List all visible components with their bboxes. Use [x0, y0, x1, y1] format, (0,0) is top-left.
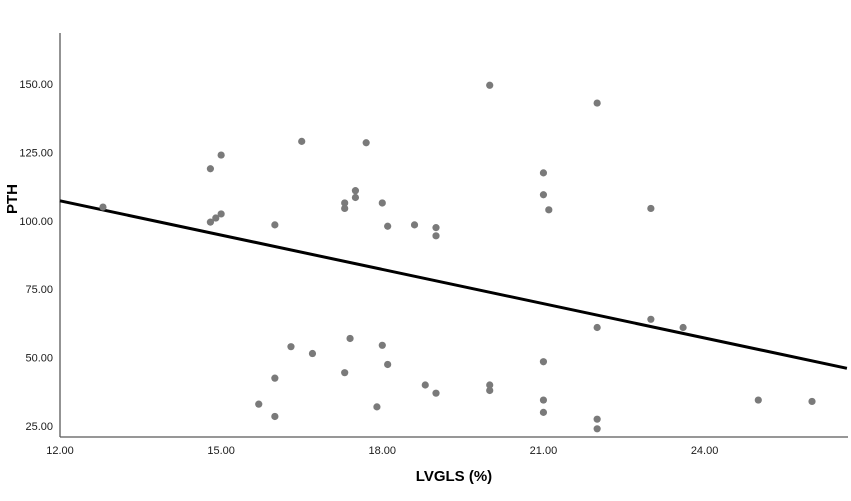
scatter-point [206, 165, 215, 173]
scatter-point [410, 221, 419, 229]
scatter-point [212, 214, 220, 222]
scatter-point [217, 151, 225, 159]
y-axis-title: PTH [4, 184, 21, 214]
scatter-point [808, 397, 816, 406]
scatter-point [432, 224, 440, 232]
y-tick-label: 150.00 [19, 79, 53, 91]
scatter-point [593, 99, 601, 107]
scatter-point [351, 193, 360, 202]
scatter-point [486, 381, 494, 389]
scatter-point [539, 408, 548, 416]
scatter-point [255, 400, 263, 408]
scatter-point [679, 323, 687, 332]
scatter-point [593, 415, 601, 423]
scatter-point [271, 412, 279, 421]
scatter-point [217, 210, 225, 218]
scatter-point [99, 203, 107, 211]
y-tick-label: 25.00 [25, 421, 53, 433]
scatter-point [384, 360, 392, 369]
scatter-point [308, 349, 317, 358]
x-tick-label: 24.00 [691, 445, 719, 457]
y-tick-label: 125.00 [19, 147, 53, 159]
scatter-point [545, 206, 553, 214]
x-axis-title: LVGLS (%) [416, 468, 492, 485]
x-tick-label: 12.00 [46, 445, 74, 457]
scatter-point [486, 386, 494, 395]
scatter-point [287, 343, 295, 351]
axes [59, 33, 848, 438]
scatter-point [298, 137, 306, 145]
tick-labels: 25.00 50.00 75.00 100.00 125.00 150.00 12.00 15… [19, 79, 718, 457]
scatter-point [421, 381, 429, 389]
scatter-point [271, 221, 279, 229]
scatter-point [647, 315, 655, 323]
y-tick-label: 50.00 [25, 353, 53, 365]
scatter-point [432, 232, 440, 240]
scatter-point [384, 222, 392, 230]
scatter-point [346, 334, 354, 343]
y-tick-label: 100.00 [19, 216, 53, 228]
x-tick-label: 21.00 [530, 445, 558, 457]
x-tick-label: 18.00 [369, 445, 397, 457]
y-tick-label: 75.00 [25, 284, 53, 296]
scatter-point [647, 204, 655, 213]
scatter-point [351, 187, 360, 195]
x-tick-label: 15.00 [207, 445, 235, 457]
scatter-point [539, 191, 548, 199]
scatter-point [373, 403, 381, 411]
scatter-point [593, 323, 601, 332]
scatter-point [539, 169, 548, 177]
scatter-point [341, 369, 349, 377]
scatter-point [378, 341, 386, 349]
scatter-point [754, 396, 762, 404]
scatter-point [362, 139, 370, 147]
scatter-point [432, 389, 440, 397]
scatter-point [486, 81, 494, 89]
scatter-point [271, 374, 279, 382]
scatter-point [539, 396, 548, 404]
scatter-points-layer [99, 81, 816, 433]
scatter-point [206, 218, 215, 226]
scatter-point [341, 199, 349, 207]
scatter-point [378, 199, 386, 207]
scatter-point [593, 425, 601, 433]
scatter-point [539, 358, 548, 366]
scatter-point [341, 204, 349, 213]
fit-line-layer [59, 199, 848, 370]
regression-fit-line [59, 199, 848, 370]
